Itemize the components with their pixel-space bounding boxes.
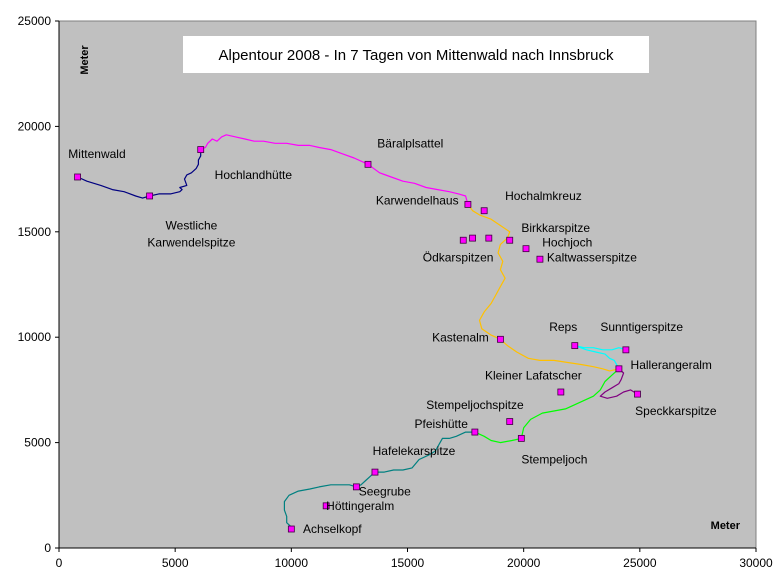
- x-axis-title: Meter: [711, 520, 741, 532]
- waypoint-marker: [322, 502, 330, 510]
- waypoint-marker: [557, 388, 565, 396]
- waypoint-label: Birkkarspitze: [521, 221, 590, 235]
- y-tick-label: 5000: [24, 436, 51, 450]
- plot-area: [58, 20, 757, 549]
- waypoint-label: Hallerangeralm: [631, 358, 712, 372]
- waypoint-label: Seegrube: [359, 484, 411, 498]
- chart-title: Alpentour 2008 - In 7 Tagen von Mittenwa…: [219, 47, 614, 64]
- y-tick-label: 10000: [18, 330, 52, 344]
- waypoint-label: Hochalmkreuz: [505, 189, 582, 203]
- x-tick-label: 5000: [162, 556, 189, 570]
- chart-title-box: [183, 36, 649, 73]
- waypoint-marker: [634, 390, 641, 398]
- waypoint-marker: [497, 335, 504, 343]
- waypoint-marker: [197, 146, 205, 153]
- waypoint-label: Mittenwald: [68, 147, 125, 161]
- waypoint-markers: [74, 146, 641, 533]
- waypoint-label: Achselkopf: [303, 522, 362, 536]
- route-track-7: [283, 431, 475, 530]
- waypoint-label: Kastenalm: [432, 330, 489, 344]
- waypoint-label: Westliche: [166, 219, 218, 233]
- waypoint-marker: [622, 346, 630, 354]
- waypoint-label: Höttingeralm: [326, 499, 394, 513]
- waypoint-marker: [459, 236, 467, 244]
- waypoint-marker: [371, 468, 379, 476]
- waypoint-marker: [471, 428, 479, 436]
- route-tracks: [77, 134, 638, 530]
- y-axis-title: Meter: [79, 45, 91, 75]
- x-tick-label: 0: [56, 556, 63, 570]
- waypoint-label: Stempeljoch: [521, 453, 587, 467]
- x-tick-label: 20000: [507, 556, 541, 570]
- y-tick-label: 20000: [18, 119, 52, 133]
- route-track-4: [574, 345, 627, 370]
- waypoint-marker: [517, 434, 525, 442]
- route-track-3: [467, 204, 620, 372]
- waypoint-label: Sunntigerspitze: [600, 320, 683, 334]
- waypoint-marker: [536, 255, 544, 263]
- axes: 0 5000 10000 15000 20000 25000 30000 0 5000 10000…: [18, 14, 773, 570]
- waypoint-label: Karwendelspitze: [147, 236, 235, 250]
- waypoint-marker: [464, 200, 472, 208]
- waypoint-label: Kleiner Lafatscher: [485, 368, 582, 382]
- x-tick-label: 25000: [623, 556, 657, 570]
- waypoint-marker: [522, 245, 530, 253]
- waypoint-label: Hafelekarspitze: [373, 444, 456, 458]
- route-track-2: [200, 134, 469, 205]
- waypoint-label: Hochjoch: [542, 236, 592, 250]
- waypoint-label: Hochlandhütte: [215, 168, 293, 182]
- x-tick-label: 15000: [391, 556, 425, 570]
- waypoint-label: Bäralplsattel: [377, 136, 443, 150]
- x-tick-label: 30000: [739, 556, 773, 570]
- route-track-5: [599, 368, 638, 399]
- waypoint-marker: [352, 483, 360, 491]
- waypoint-marker: [506, 236, 514, 244]
- y-tick-label: 0: [44, 541, 51, 555]
- waypoint-marker: [571, 342, 579, 350]
- waypoint-label: Reps: [549, 320, 577, 334]
- waypoint-label: Karwendelhaus: [376, 193, 459, 207]
- waypoint-label: Pfeishütte: [415, 417, 469, 431]
- waypoint-labels: Mittenwald Westliche Karwendelspitze Hochla…: [68, 136, 717, 536]
- y-tick-label: 25000: [18, 14, 52, 28]
- waypoint-marker: [364, 160, 372, 168]
- waypoint-marker: [485, 234, 493, 242]
- y-tick-label: 15000: [18, 225, 52, 239]
- waypoint-marker: [506, 418, 514, 425]
- waypoint-marker: [287, 525, 295, 533]
- waypoint-label: Ödkarspitzen: [423, 250, 494, 264]
- route-track-6: [474, 368, 620, 444]
- waypoint-marker: [469, 234, 476, 242]
- waypoint-marker: [615, 365, 623, 373]
- waypoint-marker: [480, 207, 488, 215]
- waypoint-marker: [74, 173, 81, 181]
- waypoint-label: Stempeljochspitze: [426, 398, 524, 412]
- waypoint-label: Speckkarspitze: [635, 404, 717, 418]
- waypoint-marker: [146, 192, 154, 200]
- x-tick-label: 10000: [275, 556, 309, 570]
- waypoint-label: Kaltwasserspitze: [547, 250, 637, 264]
- route-track-1: [77, 149, 202, 199]
